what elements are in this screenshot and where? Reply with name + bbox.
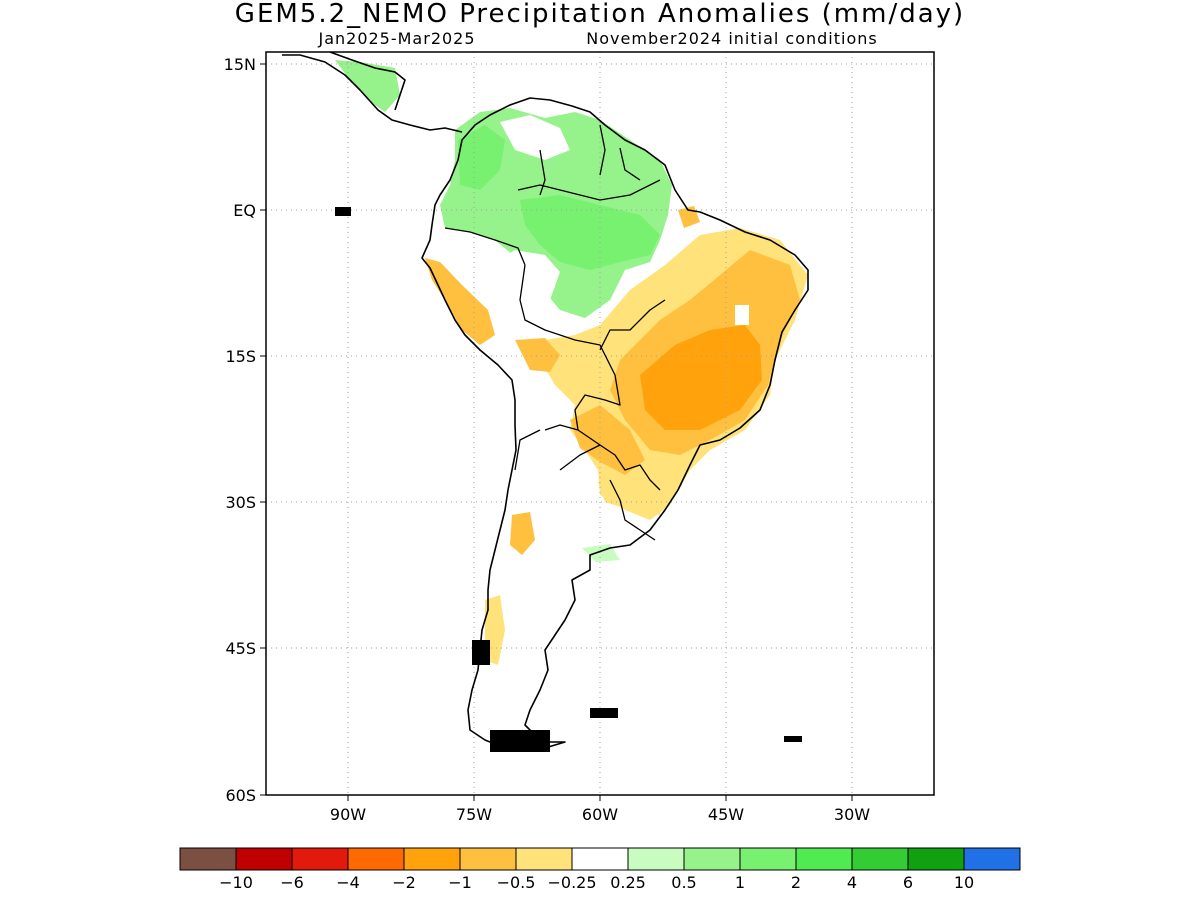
lon-label-45w: 45W xyxy=(708,805,744,824)
chiloe-island xyxy=(472,640,490,665)
anomaly-peru-dry xyxy=(425,258,495,345)
anomaly-shading xyxy=(335,60,808,665)
lon-labels: 90W 75W 60W 45W 30W xyxy=(330,805,870,824)
colorbar-swatch xyxy=(347,847,405,871)
anomaly-paraguay-dry xyxy=(570,405,645,475)
anomaly-brazil-neutral-cell xyxy=(735,305,749,325)
colorbar-label: 6 xyxy=(903,873,913,892)
forecast-period: Jan2025-Mar2025 xyxy=(317,29,475,48)
colorbar-label: 1 xyxy=(735,873,745,892)
lat-label-30s: 30S xyxy=(225,493,256,512)
lon-label-90w: 90W xyxy=(330,805,366,824)
colorbar-label: −6 xyxy=(280,873,304,892)
tierra-del-fuego xyxy=(490,730,550,752)
colorbar-swatch xyxy=(739,847,797,871)
galapagos-islands xyxy=(335,207,351,216)
south-georgia xyxy=(784,736,802,742)
colorbar: −10 −6 −4 −2 −1 −0.5 −0.25 0.25 0.5 1 2 4 6 10 xyxy=(179,847,1021,892)
lat-labels: 15N EQ 15S 30S 45S 60S xyxy=(224,55,256,805)
lon-axis xyxy=(347,795,853,801)
colorbar-swatch xyxy=(795,847,853,871)
colorbar-swatch xyxy=(459,847,517,871)
colorbar-label: 0.25 xyxy=(610,873,646,892)
anomaly-guianas-neutral xyxy=(500,115,570,160)
colorbar-swatch xyxy=(627,847,685,871)
lon-label-60w: 60W xyxy=(582,805,618,824)
colorbar-swatch xyxy=(907,847,965,871)
colorbar-swatch xyxy=(403,847,461,871)
figure-title: GEM5.2_NEMO Precipitation Anomalies (mm/… xyxy=(235,0,965,29)
coastlines xyxy=(282,52,809,751)
south-america-coastline xyxy=(421,97,809,751)
falkland-islands xyxy=(590,708,618,718)
lat-label-15s: 15S xyxy=(225,347,256,366)
colorbar-label: 0.5 xyxy=(671,873,696,892)
anomaly-brazil-dry-core xyxy=(640,325,762,430)
central-america-coastline xyxy=(282,52,463,133)
lon-label-30w: 30W xyxy=(834,805,870,824)
colorbar-swatch xyxy=(571,847,629,871)
colorbar-label: −4 xyxy=(336,873,360,892)
map-panel xyxy=(265,51,935,796)
colorbar-swatch xyxy=(235,847,293,871)
anomaly-chile-dry xyxy=(510,512,535,555)
anomaly-central-america-wet xyxy=(335,60,400,112)
lat-label-eq: EQ xyxy=(233,201,256,220)
lat-label-45s: 45S xyxy=(225,639,256,658)
islands xyxy=(335,207,802,752)
initial-conditions: November2024 initial conditions xyxy=(586,29,877,48)
colorbar-swatch xyxy=(851,847,909,871)
colorbar-swatch xyxy=(515,847,573,871)
colorbar-swatch xyxy=(179,847,237,871)
lat-label-60s: 60S xyxy=(225,786,256,805)
colorbar-swatch xyxy=(683,847,741,871)
colorbar-label: 10 xyxy=(954,873,974,892)
colorbar-label: 2 xyxy=(791,873,801,892)
colorbar-label: −1 xyxy=(448,873,472,892)
colorbar-label: 4 xyxy=(847,873,857,892)
colorbar-label: −0.5 xyxy=(497,873,536,892)
lon-label-75w: 75W xyxy=(456,805,492,824)
anomaly-bolivia-dry xyxy=(515,338,560,372)
lat-label-15n: 15N xyxy=(224,55,256,74)
anomaly-amazon-wet-core xyxy=(520,195,660,270)
colorbar-label: −2 xyxy=(392,873,416,892)
anomaly-amazon-neutral xyxy=(490,250,560,305)
colorbar-swatch xyxy=(963,847,1021,871)
country-borders xyxy=(444,124,666,541)
lat-axis xyxy=(260,63,266,796)
colorbar-label: −0.25 xyxy=(547,873,596,892)
anomaly-colombia-wet xyxy=(458,125,505,190)
colorbar-label: −10 xyxy=(219,873,253,892)
colorbar-swatch xyxy=(291,847,349,871)
